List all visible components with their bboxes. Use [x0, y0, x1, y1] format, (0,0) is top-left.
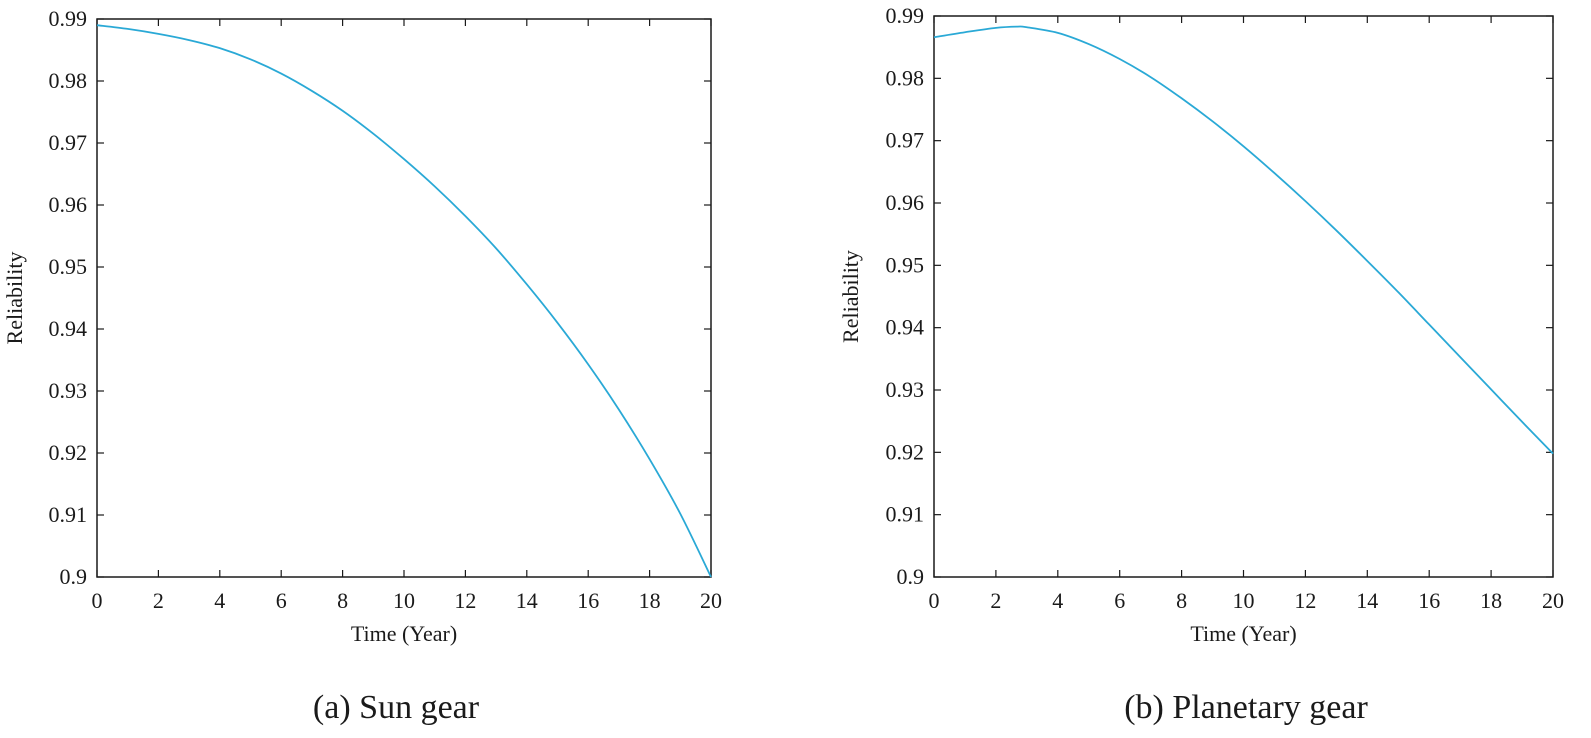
y-tick-label: 0.95 [49, 254, 88, 279]
y-tick-label: 0.98 [886, 65, 925, 90]
x-tick-label: 14 [516, 588, 538, 613]
x-tick-label: 2 [153, 588, 164, 613]
x-tick-label: 18 [1480, 588, 1502, 613]
x-axis-label: Time (Year) [351, 621, 457, 646]
y-tick-label: 0.94 [49, 316, 88, 341]
x-tick-label: 20 [1542, 588, 1564, 613]
chart-caption: (b) Planetary gear [1124, 689, 1368, 726]
chart-caption: (a) Sun gear [313, 689, 480, 726]
x-tick-label: 8 [337, 588, 348, 613]
y-tick-label: 0.93 [49, 378, 88, 403]
y-tick-label: 0.94 [886, 315, 925, 340]
x-tick-label: 18 [639, 588, 661, 613]
x-tick-label: 6 [276, 588, 287, 613]
x-tick-label: 0 [92, 588, 103, 613]
y-tick-label: 0.92 [886, 439, 925, 464]
y-tick-label: 0.97 [49, 130, 88, 155]
y-tick-label: 0.97 [886, 128, 925, 153]
x-tick-label: 8 [1176, 588, 1187, 613]
y-tick-label: 0.91 [49, 502, 88, 527]
y-tick-label: 0.95 [886, 252, 925, 277]
series-line-1 [933, 25, 1554, 455]
plot-area-frame [933, 15, 1554, 578]
x-tick-label: 2 [990, 588, 1001, 613]
chart-panel-sun-gear: 0 2 4 6 8 10 12 14 16 18 20 0.9 0.91 0.92 0.93 0.94 0.95… [2, 6, 722, 726]
y-tick-label: 0.91 [886, 502, 925, 527]
x-tick-label: 4 [1052, 588, 1063, 613]
x-tick-label: 0 [929, 588, 940, 613]
y-tick-label: 0.98 [49, 68, 88, 93]
y-axis-label: Reliability [838, 250, 863, 343]
x-tick-label: 14 [1356, 588, 1378, 613]
y-axis-label: Reliability [2, 252, 27, 345]
x-tick-label: 16 [1418, 588, 1440, 613]
x-tick-label: 10 [393, 588, 415, 613]
y-tick-label: 0.96 [49, 192, 88, 217]
y-tick-label: 0.96 [886, 190, 925, 215]
x-tick-label: 16 [577, 588, 599, 613]
y-tick-label: 0.9 [60, 564, 88, 589]
series-line-1 [96, 24, 712, 578]
x-tick-label: 12 [1294, 588, 1316, 613]
x-tick-label: 20 [700, 588, 722, 613]
plot-area-frame [96, 18, 712, 578]
x-axis-label: Time (Year) [1190, 621, 1296, 646]
y-tick-label: 0.9 [897, 564, 925, 589]
x-tick-label: 4 [214, 588, 225, 613]
y-tick-label: 0.99 [49, 6, 88, 31]
x-tick-label: 6 [1114, 588, 1125, 613]
y-tick-label: 0.92 [49, 440, 88, 465]
x-tick-label: 12 [454, 588, 476, 613]
x-tick-label: 10 [1233, 588, 1255, 613]
y-tick-label: 0.93 [886, 377, 925, 402]
y-tick-label: 0.99 [886, 3, 925, 28]
chart-panel-planetary-gear: 0 2 4 6 8 10 12 14 16 18 20 0.9 0.91 0.92 0.93 0.94 0.95… [838, 3, 1564, 726]
